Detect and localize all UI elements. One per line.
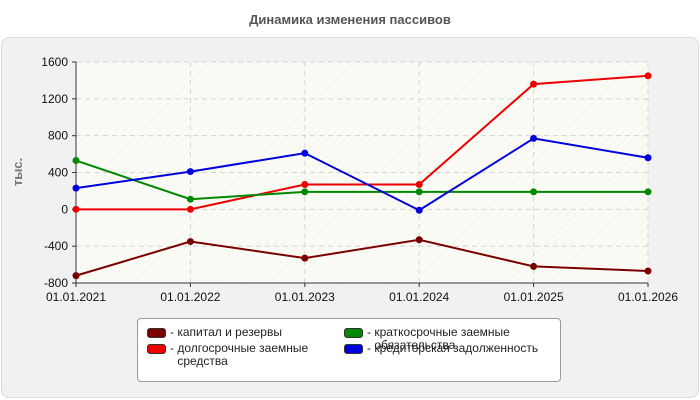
legend-item: - капитал и резервы <box>147 326 282 339</box>
data-point <box>530 134 538 142</box>
data-point <box>415 206 423 214</box>
data-point <box>186 195 194 203</box>
y-tick-label: 400 <box>48 166 68 180</box>
legend-swatch <box>344 328 363 338</box>
data-point <box>415 236 423 244</box>
legend-item: - кредиторская задолженность <box>344 342 538 355</box>
data-point <box>72 184 80 192</box>
series-0 <box>72 236 652 280</box>
y-tick-label: 1600 <box>41 55 68 69</box>
legend-label: капитал и резервы <box>177 325 282 339</box>
series-2 <box>72 157 652 203</box>
legend-label: кредиторская задолженность <box>374 341 539 355</box>
data-point <box>644 267 652 275</box>
data-point <box>301 149 309 157</box>
legend-item: - краткосрочные заемные обязательства <box>344 326 510 352</box>
x-tick-label: 01.01.2021 <box>46 290 106 304</box>
data-point <box>186 205 194 213</box>
x-tick-label: 01.01.2023 <box>275 290 335 304</box>
data-point <box>301 180 309 188</box>
plot-area <box>76 62 648 283</box>
data-point <box>186 168 194 176</box>
y-tick-label: 1200 <box>41 92 68 106</box>
data-point <box>186 238 194 246</box>
series-line <box>75 238 649 277</box>
legend: - капитал и резервы - краткосрочные заемн… <box>137 318 561 382</box>
series-line <box>76 74 649 211</box>
legend-dash: - <box>367 341 375 355</box>
legend-label: долгосрочные заемные средства <box>177 341 309 368</box>
data-point <box>644 154 652 162</box>
legend-swatch <box>147 344 166 354</box>
y-tick-label: -400 <box>44 239 68 253</box>
data-point <box>644 188 652 196</box>
series-layer <box>72 72 652 280</box>
data-point <box>415 188 423 196</box>
x-tick-label: 01.01.2026 <box>618 290 678 304</box>
x-tick-label: 01.01.2022 <box>160 290 220 304</box>
data-point <box>644 72 652 80</box>
data-point <box>301 188 309 196</box>
data-point <box>301 254 309 262</box>
data-point <box>415 180 423 188</box>
y-axis-label: тыс. <box>10 158 25 186</box>
series-line <box>75 159 648 201</box>
legend-label: краткосрочные заемные обязательства <box>374 325 510 352</box>
data-point <box>530 188 538 196</box>
y-tick-label: 800 <box>48 129 68 143</box>
legend-item: - долгосрочные заемные средства <box>147 342 308 368</box>
series-3 <box>72 134 652 214</box>
legend-dash: - <box>367 325 375 339</box>
legend-swatch <box>344 344 363 354</box>
data-point <box>530 262 538 270</box>
y-tick-label: 0 <box>61 202 68 216</box>
legend-dash: - <box>170 325 178 339</box>
legend-swatch <box>147 328 166 338</box>
data-point <box>72 157 80 165</box>
chart-title: Динамика изменения пассивов <box>249 12 451 27</box>
legend-dash: - <box>170 341 178 355</box>
x-tick-label: 01.01.2024 <box>389 290 449 304</box>
data-point <box>72 272 80 280</box>
series-line <box>75 137 649 212</box>
y-tick-label: -800 <box>44 276 68 290</box>
series-1 <box>72 72 652 213</box>
data-point <box>530 80 538 88</box>
data-point <box>72 205 80 213</box>
x-tick-label: 01.01.2025 <box>504 290 564 304</box>
